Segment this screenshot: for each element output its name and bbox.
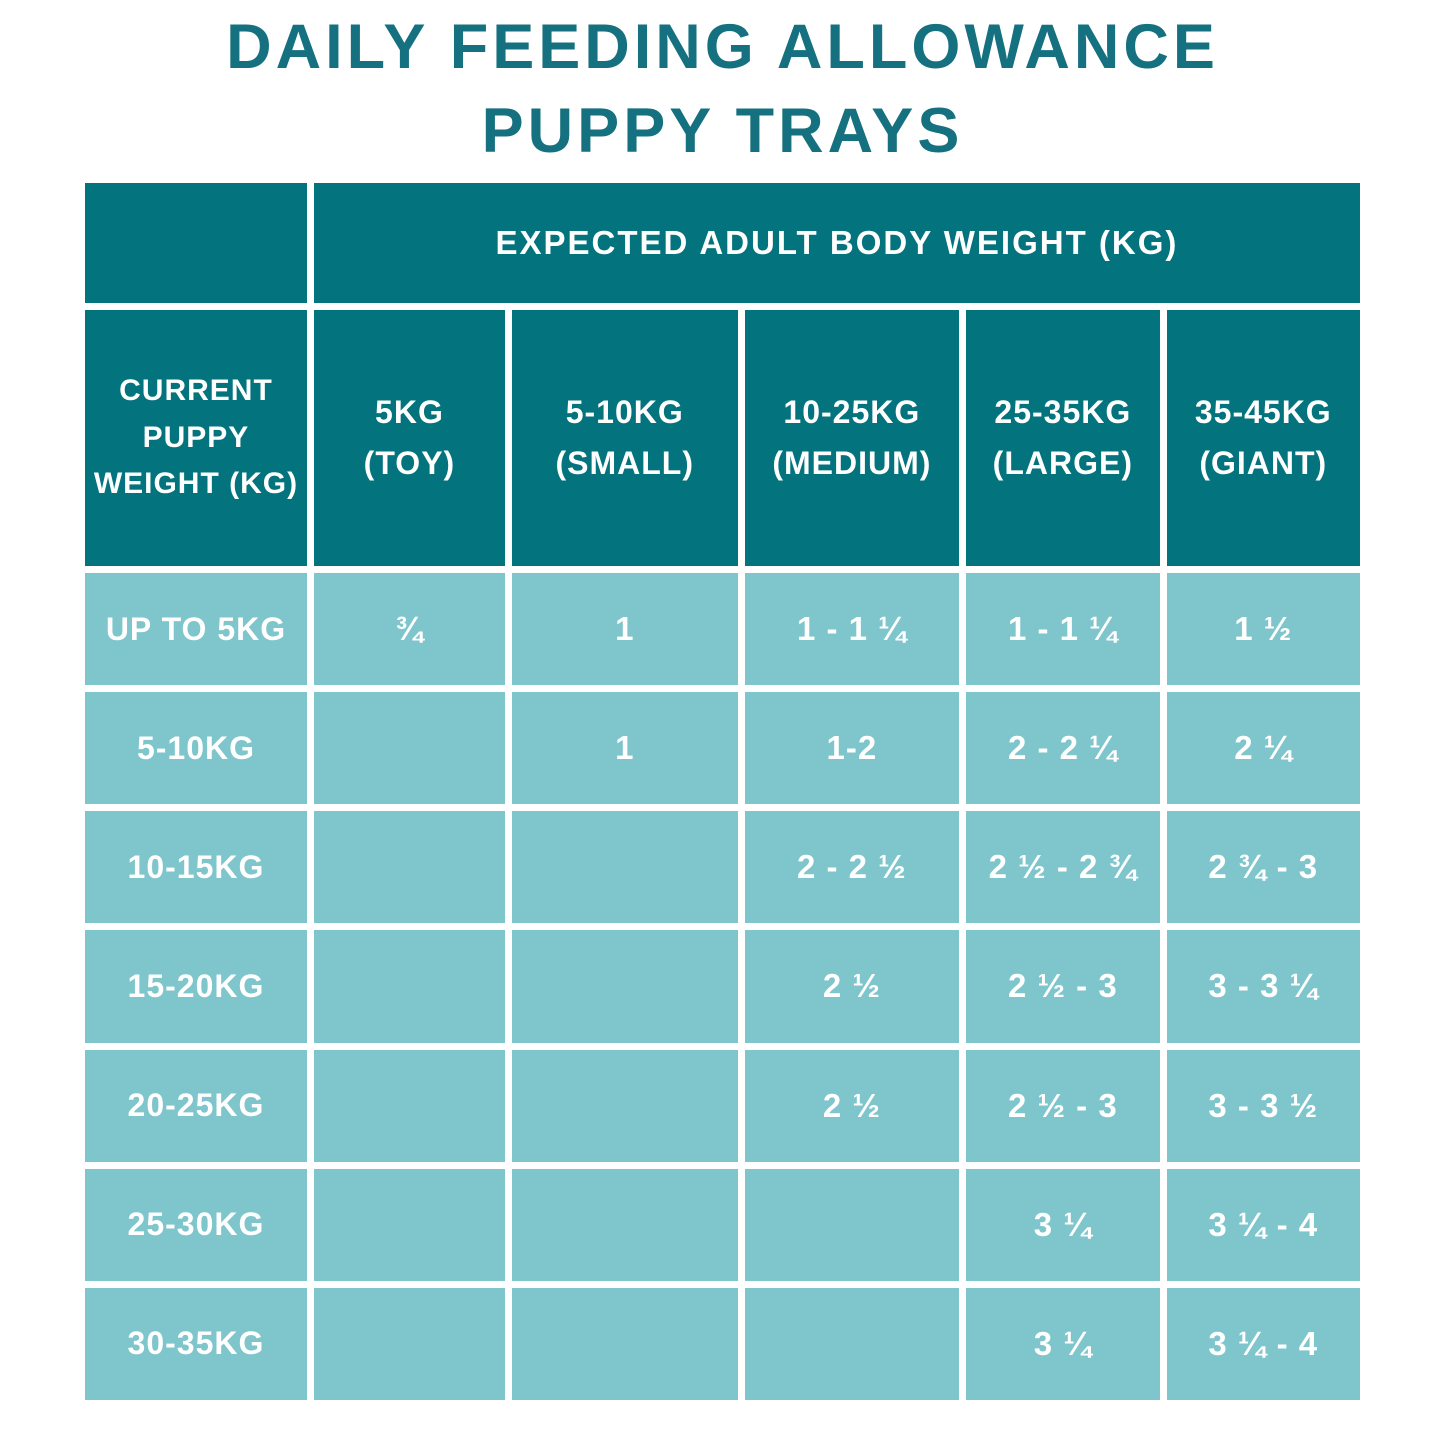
value-cell: 2 ½ - 3 — [966, 1049, 1160, 1162]
row-label: 15-20KG — [85, 930, 307, 1043]
row-label: 20-25KG — [85, 1049, 307, 1162]
column-header-range: 10-25KG — [783, 393, 921, 430]
value-cell — [511, 930, 738, 1043]
row-label: 30-35KG — [85, 1287, 307, 1400]
column-header-range: 5-10KG — [565, 393, 684, 430]
page-title-line-1: DAILY FEEDING ALLOWANCE — [226, 12, 1219, 82]
row-label: 5-10KG — [85, 692, 307, 805]
column-header-size: (TOY) — [363, 445, 456, 481]
value-cell: 1 - 1 ¼ — [966, 573, 1160, 686]
row-label: 25-30KG — [85, 1168, 307, 1281]
value-cell — [511, 1168, 738, 1281]
value-cell — [511, 811, 738, 924]
value-cell: 1 ½ — [1166, 573, 1360, 686]
value-cell — [313, 692, 505, 805]
value-cell: 3 ¼ - 4 — [1166, 1287, 1360, 1400]
value-cell: 3 ¼ - 4 — [1166, 1168, 1360, 1281]
value-cell — [511, 1049, 738, 1162]
page-title: DAILY FEEDING ALLOWANCE PUPPY TRAYS — [0, 6, 1445, 174]
value-cell — [313, 930, 505, 1043]
value-cell — [313, 1168, 505, 1281]
page-title-line-2: PUPPY TRAYS — [481, 95, 964, 166]
value-cell — [313, 1287, 505, 1400]
row-label: 10-15KG — [85, 811, 307, 924]
value-cell: 1 - 1 ¼ — [744, 573, 960, 686]
column-header-giant: 35-45KG (GIANT) — [1166, 310, 1360, 566]
column-header-size: (SMALL) — [555, 445, 694, 481]
value-cell: 2 - 2 ½ — [744, 811, 960, 924]
column-header-range: 5KG — [375, 393, 444, 430]
value-cell — [511, 1287, 738, 1400]
value-cell: 3 ¼ — [966, 1168, 1160, 1281]
value-cell: 1 — [511, 573, 738, 686]
row-label: UP TO 5KG — [85, 573, 307, 686]
value-cell: 1 — [511, 692, 738, 805]
value-cell: 3 - 3 ¼ — [1166, 930, 1360, 1043]
column-header-medium: 10-25KG (MEDIUM) — [744, 310, 960, 566]
column-header-size: (MEDIUM) — [772, 445, 932, 481]
value-cell — [313, 811, 505, 924]
value-cell: 2 ¼ — [1166, 692, 1360, 805]
column-header-range: 25-35KG — [994, 393, 1132, 430]
column-header-size: (LARGE) — [992, 445, 1133, 481]
column-header-large: 25-35KG (LARGE) — [966, 310, 1160, 566]
value-cell: ¾ — [313, 573, 505, 686]
column-header-size: (GIANT) — [1199, 445, 1328, 481]
value-cell: 3 - 3 ½ — [1166, 1049, 1360, 1162]
value-cell — [744, 1287, 960, 1400]
value-cell — [313, 1049, 505, 1162]
value-cell: 2 ½ — [744, 930, 960, 1043]
value-cell: 3 ¼ — [966, 1287, 1160, 1400]
value-cell: 1-2 — [744, 692, 960, 805]
column-header-range: 35-45KG — [1194, 393, 1332, 430]
corner-header-cell: CURRENT PUPPY WEIGHT (KG) — [85, 310, 307, 566]
value-cell — [744, 1168, 960, 1281]
column-header-toy: 5KG (TOY) — [313, 310, 505, 566]
value-cell: 2 ½ — [744, 1049, 960, 1162]
value-cell: 2 - 2 ¼ — [966, 692, 1160, 805]
feeding-allowance-table: EXPECTED ADULT BODY WEIGHT (KG) CURRENT … — [85, 183, 1360, 1400]
value-cell: 2 ¾ - 3 — [1166, 811, 1360, 924]
corner-spacer-cell — [85, 183, 307, 303]
value-cell: 2 ½ - 3 — [966, 930, 1160, 1043]
value-cell: 2 ½ - 2 ¾ — [966, 811, 1160, 924]
group-header-cell: EXPECTED ADULT BODY WEIGHT (KG) — [313, 183, 1360, 303]
column-header-small: 5-10KG (SMALL) — [511, 310, 738, 566]
